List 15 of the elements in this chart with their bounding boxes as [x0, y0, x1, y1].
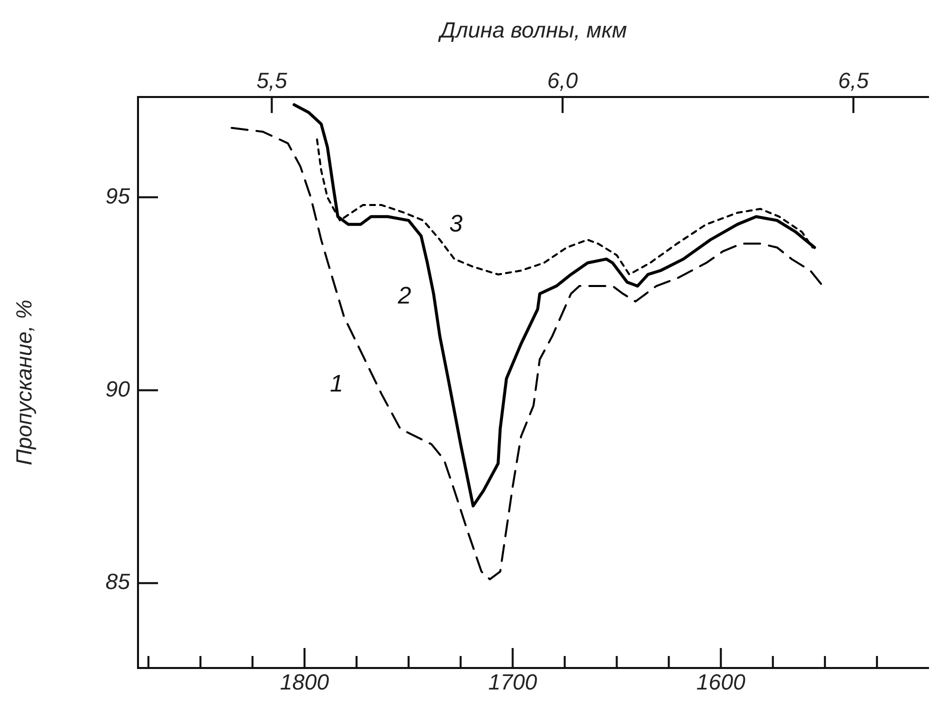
x2-tick-label: 6,0 [547, 68, 579, 93]
x-tick-label: 1800 [280, 669, 330, 694]
x2-axis-title: Длина волны, мкм [437, 17, 627, 42]
x-tick-label: 1600 [696, 669, 746, 694]
x-tick-label: 1700 [488, 669, 538, 694]
x2-tick-label: 5,5 [256, 68, 288, 93]
y-tick-label: 85 [106, 569, 131, 594]
series-label: 2 [396, 282, 412, 310]
y-axis-title: Пропускание, % [11, 300, 36, 466]
y-tick-label: 90 [106, 376, 131, 402]
series-label: 1 [330, 370, 344, 398]
line-series [230, 126, 824, 580]
series-label: 3 [449, 210, 464, 238]
y-tick-label: 95 [106, 183, 131, 208]
x2-tick-label: 6,5 [838, 68, 870, 93]
